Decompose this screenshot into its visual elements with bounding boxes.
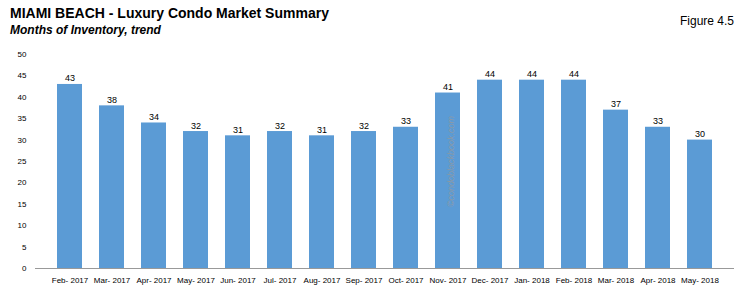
svg-text:Jun- 2017: Jun- 2017 <box>220 276 256 285</box>
svg-text:45: 45 <box>18 71 27 80</box>
svg-text:Aug- 2017: Aug- 2017 <box>304 276 341 285</box>
svg-text:Feb- 2017: Feb- 2017 <box>52 276 89 285</box>
svg-text:Apr- 2018: Apr- 2018 <box>640 276 676 285</box>
svg-text:38: 38 <box>107 95 117 105</box>
svg-text:Dec- 2017: Dec- 2017 <box>472 276 509 285</box>
svg-text:32: 32 <box>275 121 285 131</box>
svg-text:Nov- 2017: Nov- 2017 <box>430 276 467 285</box>
svg-text:35: 35 <box>18 114 27 123</box>
svg-text:37: 37 <box>611 99 621 109</box>
svg-text:50: 50 <box>18 50 27 59</box>
html-text:MIAMI BEACH - Luxury Condo Mar: MIAMI BEACH - Luxury Condo Market Summar… <box>10 5 329 21</box>
svg-text:33: 33 <box>653 116 663 126</box>
svg-text:Sep- 2017: Sep- 2017 <box>346 276 383 285</box>
svg-text:25: 25 <box>18 157 27 166</box>
svg-text:31: 31 <box>317 125 327 135</box>
svg-text:40: 40 <box>18 93 27 102</box>
svg-text:30: 30 <box>18 136 27 145</box>
svg-text:Feb- 2018: Feb- 2018 <box>556 276 593 285</box>
svg-text:32: 32 <box>191 121 201 131</box>
svg-text:May- 2018: May- 2018 <box>681 276 719 285</box>
svg-text:Jan- 2018: Jan- 2018 <box>514 276 550 285</box>
svg-text:5: 5 <box>22 243 27 252</box>
svg-text:34: 34 <box>149 112 159 122</box>
svg-text:©condoblackbook.com: ©condoblackbook.com <box>446 115 456 207</box>
svg-text:43: 43 <box>65 73 75 83</box>
svg-text:33: 33 <box>401 116 411 126</box>
svg-text:44: 44 <box>527 69 537 79</box>
svg-text:0: 0 <box>22 264 27 273</box>
html-text:Months of Inventory, trend: Months of Inventory, trend <box>10 23 161 37</box>
svg-text:Oct- 2017: Oct- 2017 <box>388 276 424 285</box>
svg-text:41: 41 <box>443 82 453 92</box>
svg-text:Jul- 2017: Jul- 2017 <box>264 276 297 285</box>
svg-text:30: 30 <box>695 129 705 139</box>
svg-text:10: 10 <box>18 221 27 230</box>
html-text:Figure 4.5: Figure 4.5 <box>680 14 734 28</box>
svg-text:May- 2017: May- 2017 <box>177 276 215 285</box>
svg-text:Apr- 2017: Apr- 2017 <box>136 276 172 285</box>
svg-text:Mar- 2018: Mar- 2018 <box>598 276 635 285</box>
svg-text:15: 15 <box>18 200 27 209</box>
svg-text:44: 44 <box>569 69 579 79</box>
svg-text:32: 32 <box>359 121 369 131</box>
svg-text:Mar- 2017: Mar- 2017 <box>94 276 131 285</box>
svg-text:31: 31 <box>233 125 243 135</box>
svg-text:20: 20 <box>18 178 27 187</box>
svg-text:44: 44 <box>485 69 495 79</box>
